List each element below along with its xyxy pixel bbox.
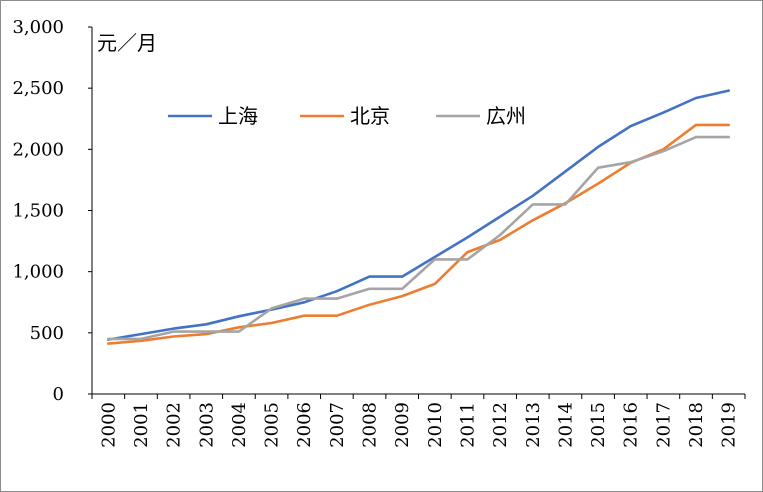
x-tick-label: 2001 <box>131 402 152 448</box>
y-tick-label: 0 <box>53 384 64 405</box>
x-tick-label: 2008 <box>360 402 381 448</box>
legend-label: 広州 <box>486 104 526 128</box>
x-tick-label: 2019 <box>719 402 740 448</box>
x-tick-label: 2012 <box>490 402 511 448</box>
x-tick-label: 2000 <box>98 402 119 448</box>
series-line <box>107 135 731 341</box>
y-tick-label: 2,500 <box>12 78 64 99</box>
x-tick-label: 2005 <box>262 402 283 448</box>
x-axis-ticks: 2000 2001 2002 2003 2004 2005 2006 2007 2008 2009… <box>91 394 746 448</box>
series-lines <box>107 89 731 345</box>
x-tick-label: 2002 <box>164 402 185 448</box>
x-tick-label: 2006 <box>294 402 315 448</box>
legend-label: 北京 <box>350 104 390 128</box>
x-tick-label: 2015 <box>588 402 609 448</box>
x-tick-label: 2003 <box>196 402 217 448</box>
x-tick-label: 2017 <box>653 402 674 448</box>
x-tick-label: 2014 <box>555 402 576 448</box>
x-tick-label: 2013 <box>523 402 544 448</box>
y-tick-label: 1,000 <box>12 262 64 283</box>
x-tick-label: 2016 <box>621 402 642 448</box>
x-tick-label: 2010 <box>425 402 446 448</box>
legend-label: 上海 <box>218 104 258 128</box>
series-line <box>107 123 731 345</box>
y-tick-label: 500 <box>30 323 64 344</box>
x-tick-label: 2009 <box>392 402 413 448</box>
unit-label: 元／月 <box>97 31 157 55</box>
x-tick-label: 2004 <box>229 402 250 448</box>
axes <box>91 27 745 395</box>
y-tick-label: 2,000 <box>12 139 64 160</box>
x-tick-label: 2007 <box>327 402 348 448</box>
x-tick-label: 2018 <box>686 402 707 448</box>
y-tick-label: 1,500 <box>12 201 64 222</box>
x-tick-label: 2011 <box>457 402 478 448</box>
y-axis-ticks: 0 500 1,000 1,500 2,000 2,500 3,000 <box>12 17 92 405</box>
legend: 上海 北京 広州 <box>168 104 526 128</box>
y-tick-label: 3,000 <box>12 17 64 38</box>
series-line <box>107 89 731 341</box>
